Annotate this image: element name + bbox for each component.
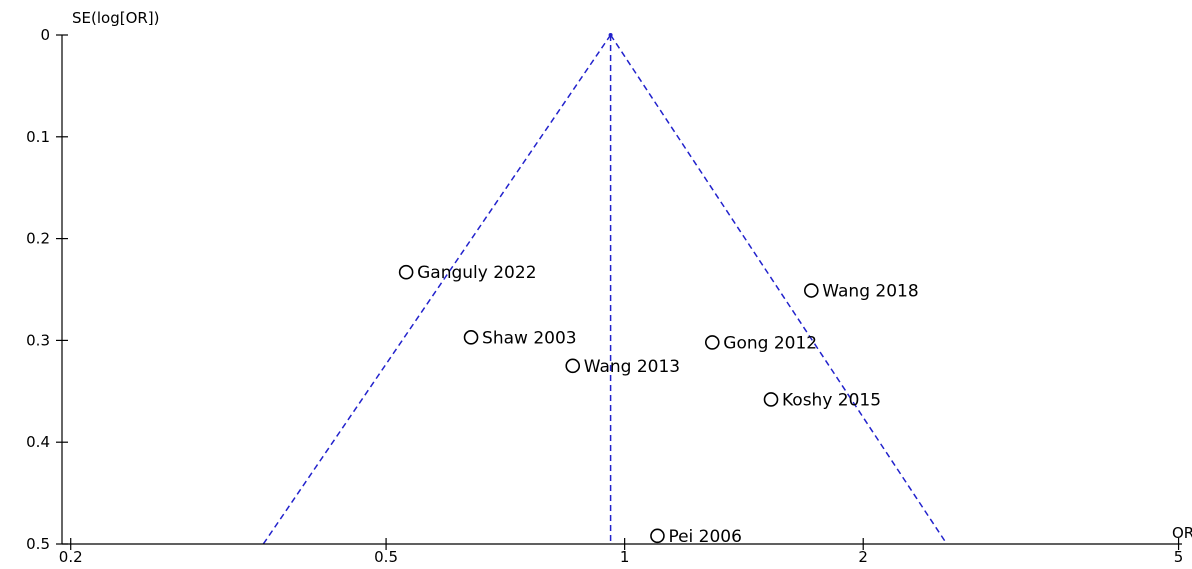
x-tick-label-4: 5 xyxy=(1174,548,1184,566)
axes: SE(log[OR]) OR xyxy=(61,9,1192,545)
y-tick-label-1: 0.1 xyxy=(26,128,50,146)
y-axis-title: SE(log[OR]) xyxy=(72,9,160,27)
y-tick-label-2: 0.2 xyxy=(26,230,50,248)
study-label-0: Ganguly 2022 xyxy=(417,263,536,283)
study-point-4 xyxy=(565,358,581,374)
study-label-6: Pei 2006 xyxy=(668,527,742,547)
study-label-1: Wang 2018 xyxy=(822,282,918,302)
funnel-lines xyxy=(262,33,948,545)
x-tick-label-1: 0.5 xyxy=(374,548,398,566)
x-tick-label-2: 1 xyxy=(620,548,630,566)
study-point-2 xyxy=(463,330,479,345)
study-point-5 xyxy=(763,392,779,407)
funnel-left-line xyxy=(262,34,612,545)
study-label-3: Gong 2012 xyxy=(723,333,817,353)
y-tick-label-0: 0 xyxy=(40,26,50,44)
y-tick-label-5: 0.5 xyxy=(26,535,50,553)
x-axis-title: OR xyxy=(1172,524,1192,542)
y-tick-label-4: 0.4 xyxy=(26,433,50,451)
study-points: Ganguly 2022 Wang 2018 Shaw 2003 Gong 2012 W… xyxy=(398,263,919,547)
x-tick-label-3: 2 xyxy=(858,548,868,566)
study-label-5: Koshy 2015 xyxy=(782,390,881,410)
funnel-right-line xyxy=(609,34,948,545)
study-point-0 xyxy=(398,264,414,280)
study-point-1 xyxy=(803,283,819,298)
study-point-6 xyxy=(650,528,665,544)
study-label-2: Shaw 2003 xyxy=(482,328,577,348)
y-tick-label-3: 0.3 xyxy=(26,331,50,349)
funnel-apex xyxy=(608,33,613,37)
x-tick-label-0: 0.2 xyxy=(59,548,83,566)
study-label-4: Wang 2013 xyxy=(584,357,680,377)
study-point-3 xyxy=(704,335,720,350)
axis-ticks: 0 0.1 0.2 0.3 0.4 0.5 0.2 0.5 1 2 5 xyxy=(26,26,1183,566)
